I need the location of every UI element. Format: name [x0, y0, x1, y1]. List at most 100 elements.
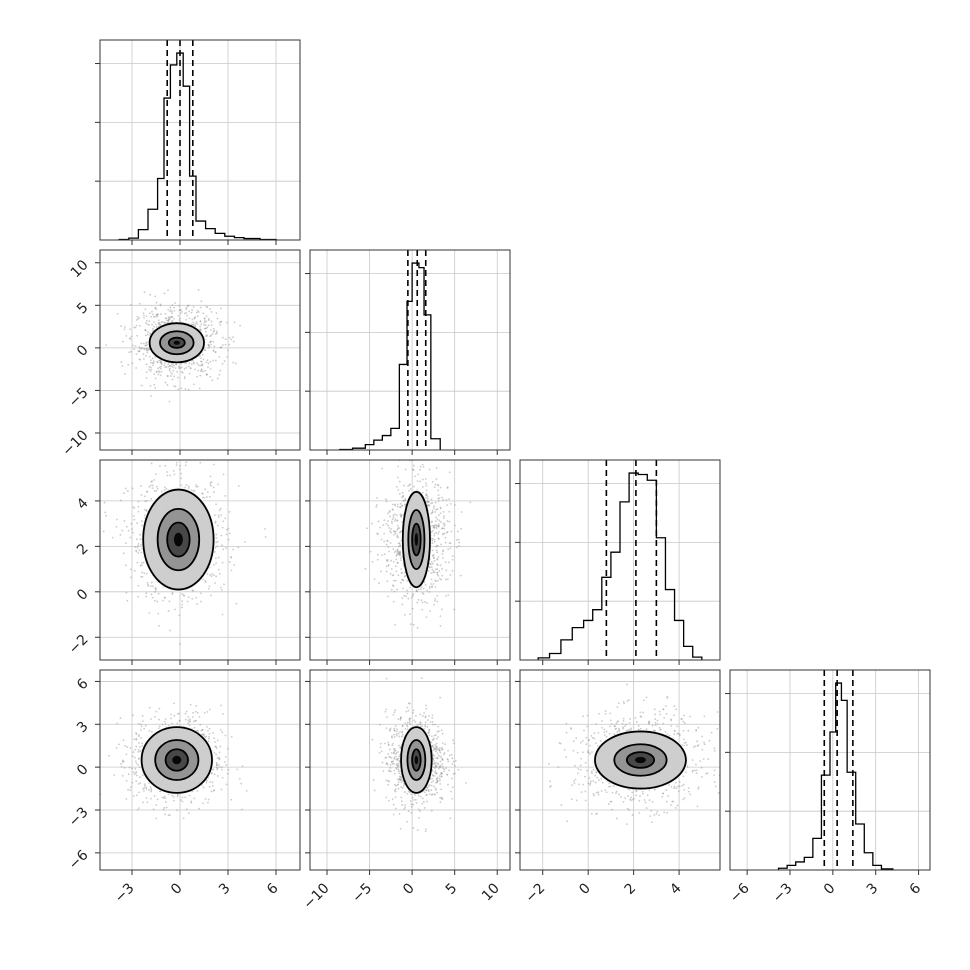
- scatter-point: [433, 734, 436, 737]
- scatter-point: [145, 348, 148, 350]
- scatter-point: [395, 570, 398, 573]
- scatter-point: [168, 600, 171, 603]
- scatter-point: [150, 581, 153, 584]
- scatter-point: [240, 782, 243, 785]
- scatter-point: [451, 558, 454, 561]
- scatter-point: [209, 781, 212, 784]
- scatter-point: [437, 494, 440, 497]
- panel-frame: [519, 459, 721, 661]
- scatter-point: [438, 765, 441, 768]
- scatter-point: [424, 715, 427, 718]
- scatter-point: [433, 737, 435, 740]
- scatter-point: [391, 508, 394, 511]
- scatter-point: [416, 626, 419, 629]
- scatter-point: [438, 577, 441, 580]
- scatter-panel-2-1: [305, 447, 511, 665]
- scatter-point: [430, 537, 433, 540]
- scatter-point: [399, 827, 402, 830]
- scatter-point: [616, 817, 618, 820]
- scatter-point: [180, 362, 183, 365]
- scatter-point: [431, 555, 434, 557]
- scatter-point: [390, 588, 393, 591]
- scatter-point: [393, 590, 396, 593]
- scatter-point: [207, 346, 210, 349]
- scatter-point: [141, 564, 143, 566]
- scatter-point: [408, 702, 411, 705]
- scatter-point: [187, 487, 190, 490]
- scatter-point: [150, 789, 153, 792]
- scatter-point: [385, 498, 387, 501]
- scatter-point: [158, 465, 161, 467]
- scatter-point: [188, 317, 191, 320]
- scatter-point: [206, 334, 208, 337]
- scatter-point: [631, 791, 634, 794]
- scatter-point: [212, 328, 215, 330]
- scatter-point: [429, 721, 432, 723]
- scatter-point: [448, 561, 450, 564]
- scatter-point: [399, 776, 402, 779]
- scatter-point: [635, 721, 638, 723]
- scatter-point: [159, 361, 162, 363]
- scatter-point: [210, 481, 213, 484]
- scatter-point: [434, 767, 436, 769]
- scatter-point: [172, 796, 175, 798]
- scatter-point: [156, 313, 159, 316]
- scatter-point: [400, 775, 403, 778]
- scatter-point: [133, 738, 136, 740]
- scatter-point: [441, 798, 444, 800]
- scatter-point: [454, 524, 456, 527]
- scatter-point: [195, 705, 198, 707]
- scatter-point: [138, 350, 140, 352]
- scatter-point: [626, 700, 629, 702]
- scatter-point: [387, 780, 390, 783]
- scatter-point: [441, 608, 443, 611]
- scatter-point: [123, 328, 126, 331]
- scatter-point: [230, 569, 233, 572]
- scatter-point: [376, 553, 379, 556]
- scatter-point: [142, 342, 145, 345]
- hist-panel-0: [95, 39, 301, 245]
- scatter-point: [154, 599, 156, 602]
- scatter-point: [165, 365, 168, 368]
- scatter-point: [148, 706, 151, 709]
- scatter-point: [140, 347, 143, 349]
- scatter-point: [446, 530, 449, 533]
- scatter-point: [189, 367, 192, 369]
- scatter-point: [143, 316, 145, 319]
- scatter-point: [202, 358, 205, 361]
- scatter-point: [189, 367, 192, 370]
- scatter-point: [157, 322, 160, 325]
- scatter-point: [188, 372, 191, 375]
- scatter-point: [218, 765, 221, 768]
- scatter-point: [404, 498, 407, 500]
- scatter-point: [403, 807, 406, 810]
- scatter-point: [437, 545, 439, 547]
- scatter-point: [169, 309, 172, 311]
- scatter-point: [200, 369, 203, 372]
- scatter-point: [397, 574, 400, 577]
- scatter-point: [412, 827, 415, 829]
- scatter-point: [433, 538, 436, 541]
- scatter-point: [145, 348, 148, 350]
- scatter-point: [388, 550, 391, 553]
- scatter-point: [450, 790, 452, 793]
- scatter-point: [401, 725, 404, 728]
- scatter-point: [419, 480, 422, 483]
- scatter-point: [148, 365, 151, 368]
- scatter-point: [141, 576, 144, 578]
- scatter-point: [390, 447, 392, 449]
- scatter-point: [428, 729, 431, 731]
- scatter-point: [409, 717, 412, 720]
- scatter-point: [436, 780, 439, 783]
- scatter-point: [385, 796, 388, 799]
- scatter-point: [156, 361, 159, 364]
- scatter-point: [181, 800, 184, 803]
- scatter-point: [160, 361, 163, 363]
- scatter-point: [433, 527, 436, 529]
- scatter-point: [137, 350, 140, 353]
- scatter-point: [221, 768, 223, 771]
- scatter-point: [160, 321, 163, 324]
- scatter-point: [454, 759, 457, 762]
- scatter-point: [195, 311, 198, 314]
- scatter-point: [102, 530, 105, 533]
